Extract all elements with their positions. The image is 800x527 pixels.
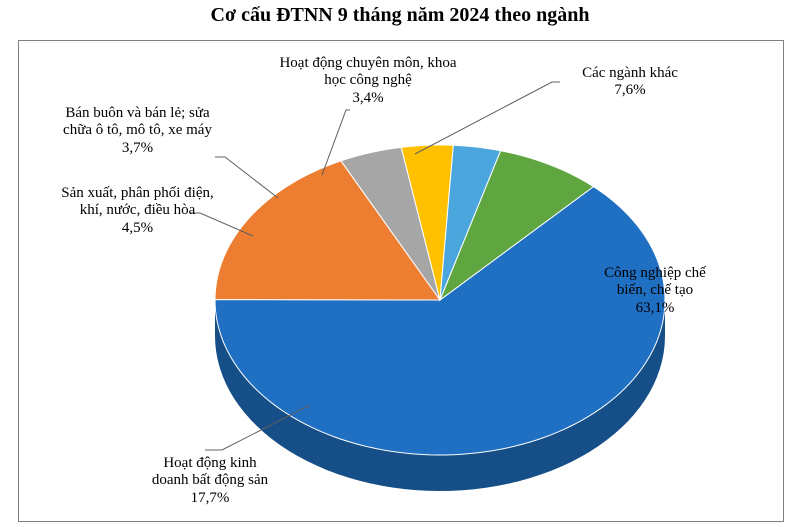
slice-label-manufacturing: Công nghiệp chế biến, chế tạo 63,1% (565, 265, 745, 317)
slice-label-utilities: Sản xuất, phân phối điện, khí, nước, điề… (30, 185, 245, 237)
slice-label-wholesale-retail: Bán buôn và bán lẻ; sửa chữa ô tô, mô tô… (30, 105, 245, 157)
slice-label-real-estate: Hoạt động kinh doanh bất động sản 17,7% (110, 455, 310, 507)
slice-label-science-tech: Hoạt động chuyên môn, khoa học công nghệ… (248, 55, 488, 107)
chart-container: { "title": { "text": "Cơ cấu ĐTNN 9 thán… (0, 0, 800, 527)
slice-label-others: Các ngành khác 7,6% (550, 65, 710, 100)
